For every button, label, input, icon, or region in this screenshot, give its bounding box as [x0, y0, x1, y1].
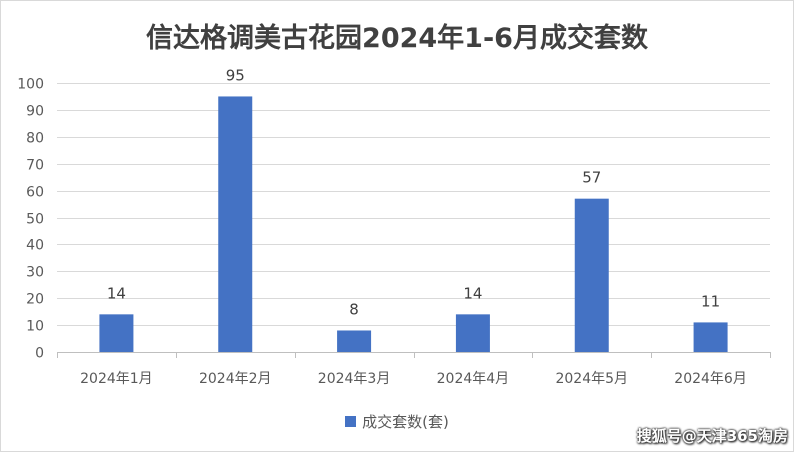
x-tick-label: 2024年2月 — [199, 371, 272, 387]
y-tick-label: 70 — [26, 158, 44, 174]
bars — [99, 96, 728, 352]
data-label: 14 — [463, 284, 482, 302]
bar — [693, 322, 728, 352]
legend-label: 成交套数(套) — [362, 413, 449, 431]
data-labels: 14 95 8 14 57 11 — [107, 66, 720, 318]
x-axis — [57, 352, 771, 358]
x-tick-label: 2024年5月 — [555, 371, 628, 387]
y-tick-label: 10 — [26, 319, 44, 335]
watermark: 搜狐号@天津365淘房 — [636, 427, 788, 445]
y-tick-label: 90 — [26, 104, 44, 120]
data-label: 11 — [701, 292, 720, 310]
gridlines — [57, 83, 770, 326]
y-tick-label: 60 — [26, 185, 44, 201]
bar — [99, 314, 134, 352]
bar — [337, 330, 372, 352]
y-tick-label: 0 — [35, 346, 44, 362]
y-tick-label: 20 — [26, 292, 44, 308]
data-label: 57 — [582, 169, 601, 187]
chart-title: 信达格调美古花园2024年1-6月成交套数 — [146, 23, 648, 54]
y-axis-ticks: 0 10 20 30 40 50 60 70 80 90 100 — [17, 77, 44, 362]
x-tick-label: 2024年4月 — [437, 371, 510, 387]
bar — [218, 96, 253, 352]
y-tick-label: 30 — [26, 265, 44, 281]
y-tick-label: 50 — [26, 212, 44, 228]
x-tick-label: 2024年6月 — [674, 371, 747, 387]
data-label: 14 — [107, 284, 126, 302]
data-label: 95 — [226, 66, 245, 84]
x-tick-label: 2024年3月 — [318, 371, 391, 387]
legend: 成交套数(套) — [0, 411, 794, 432]
x-axis-ticks: 2024年1月 2024年2月 2024年3月 2024年4月 2024年5月 2024年… — [80, 371, 747, 387]
bar — [455, 314, 490, 352]
legend-swatch — [345, 416, 357, 427]
x-tick-label: 2024年1月 — [80, 371, 153, 387]
bar — [574, 198, 609, 352]
data-label: 8 — [349, 300, 359, 318]
y-tick-label: 80 — [26, 131, 44, 147]
y-tick-label: 40 — [26, 238, 44, 254]
y-tick-label: 100 — [17, 77, 44, 93]
